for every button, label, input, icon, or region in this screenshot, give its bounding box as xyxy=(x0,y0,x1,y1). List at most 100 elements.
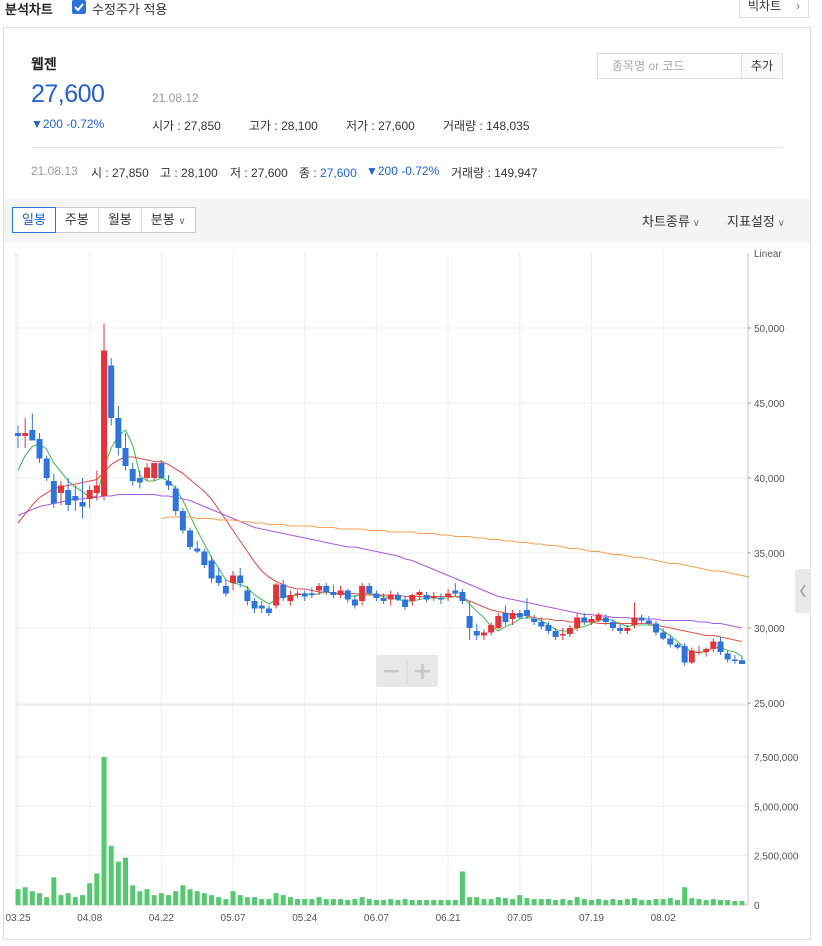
scale-label: Linear xyxy=(754,249,782,260)
candle-body xyxy=(509,613,516,619)
volume-bar xyxy=(416,900,422,905)
volume-bar xyxy=(252,897,258,905)
candle-body xyxy=(43,458,50,478)
candle-body xyxy=(72,496,79,501)
candle-body xyxy=(523,610,530,616)
high-label: 고가 : xyxy=(249,119,282,133)
candle-body xyxy=(273,584,280,606)
candle-body xyxy=(531,619,538,622)
candle-body xyxy=(638,617,645,621)
volume-bar xyxy=(352,899,358,905)
candle-body xyxy=(79,502,86,507)
volume-bar xyxy=(739,901,745,905)
date-tick-label: 07.19 xyxy=(579,913,604,924)
candle-body xyxy=(172,488,179,511)
volume-bar xyxy=(424,900,430,905)
date-tick-label: 05.24 xyxy=(292,913,317,924)
volume-bar xyxy=(517,895,523,905)
volume-bar xyxy=(588,900,594,905)
candle-body xyxy=(452,590,459,594)
candle-body xyxy=(179,511,186,531)
candle-body xyxy=(308,593,315,595)
candle-body xyxy=(602,617,609,622)
candle-body xyxy=(294,593,301,595)
volume-bar xyxy=(216,897,222,905)
volume-bar xyxy=(438,900,444,905)
add-button[interactable]: 추가 xyxy=(741,54,782,78)
candle-body xyxy=(165,481,172,486)
volume-bar xyxy=(302,899,308,905)
date-tick-label: 04.08 xyxy=(77,913,102,924)
prev-high: 고 : 28,100 xyxy=(160,164,218,181)
adjusted-price-checkbox[interactable] xyxy=(72,0,86,14)
candle-body xyxy=(237,575,244,583)
candle-body xyxy=(480,632,487,636)
tab-minute[interactable]: 분봉 ∨ xyxy=(142,208,195,232)
date-tick-label: 06.21 xyxy=(436,913,461,924)
volume-bar xyxy=(689,898,695,905)
zoom-in-icon[interactable] xyxy=(415,664,430,679)
volume-bar xyxy=(531,899,537,905)
candle-body xyxy=(93,485,100,493)
volume-bar xyxy=(603,900,609,905)
candle-body xyxy=(688,650,695,663)
candle-body xyxy=(301,593,308,597)
volume-bar xyxy=(395,900,401,905)
adjusted-price-label[interactable]: 수정주가 적용 xyxy=(92,2,168,17)
candle-body xyxy=(488,625,495,633)
chevron-left-icon xyxy=(800,584,806,598)
stock-search-input[interactable] xyxy=(598,54,741,78)
price-tick-label: 40,000 xyxy=(754,474,785,485)
candle-body xyxy=(430,596,437,598)
tab-monthly[interactable]: 월봉 xyxy=(99,208,142,232)
candle-body xyxy=(566,628,573,634)
volume-bar xyxy=(703,900,709,905)
candle-body xyxy=(65,490,72,505)
volume-bar xyxy=(502,898,508,905)
candle-body xyxy=(215,575,222,583)
volume-bar xyxy=(667,898,673,905)
chevron-down-icon: ∨ xyxy=(689,218,700,229)
big-chart-label: 빅차트 xyxy=(748,0,782,13)
candle-body xyxy=(108,365,115,418)
side-panel-toggle[interactable] xyxy=(795,569,811,613)
volume-bar xyxy=(130,885,136,905)
volume-bar xyxy=(338,899,344,905)
indicator-settings-dropdown[interactable]: 지표설정 ∨ xyxy=(727,211,785,230)
candle-body xyxy=(624,628,631,631)
price-date: 21.08.12 xyxy=(152,91,199,105)
candle-body xyxy=(330,592,337,595)
volume-bar xyxy=(373,900,379,905)
candle-body xyxy=(695,652,702,653)
volume-bar xyxy=(660,899,666,905)
chart-type-dropdown[interactable]: 차트종류 ∨ xyxy=(642,211,700,230)
current-price: 27,600 xyxy=(31,80,105,108)
date-tick-label: 03.25 xyxy=(5,913,30,924)
candle-body xyxy=(617,628,624,631)
zoom-out-icon[interactable] xyxy=(384,670,399,673)
low-price: 저가 : 27,600 xyxy=(346,117,415,134)
candle-body xyxy=(731,659,738,661)
prev-close-value: 27,600 xyxy=(320,166,357,180)
volume-bar xyxy=(388,899,394,905)
zoom-controls xyxy=(376,655,438,687)
candle-body xyxy=(222,586,229,594)
volume-bar xyxy=(402,899,408,905)
volume-bar xyxy=(158,893,164,905)
volume-tick-label: 5,000,000 xyxy=(754,802,799,813)
volume-bar xyxy=(223,899,229,905)
prev-low: 저 : 27,600 xyxy=(230,164,288,181)
volume-bar xyxy=(524,898,530,905)
volume-bar xyxy=(646,900,652,905)
volume-bar xyxy=(567,900,573,905)
prev-open: 시 : 27,850 xyxy=(91,164,149,181)
candle-body xyxy=(559,634,566,636)
price-tick-label: 50,000 xyxy=(754,324,785,335)
big-chart-button[interactable]: 빅차트 › xyxy=(739,0,809,18)
date-tick-label: 06.07 xyxy=(364,913,389,924)
volume-bar xyxy=(495,897,501,905)
prev-volume-value: 149,947 xyxy=(494,166,538,180)
volume-bar xyxy=(481,899,487,905)
tab-weekly[interactable]: 주봉 xyxy=(56,208,99,232)
tab-daily[interactable]: 일봉 xyxy=(12,207,56,233)
